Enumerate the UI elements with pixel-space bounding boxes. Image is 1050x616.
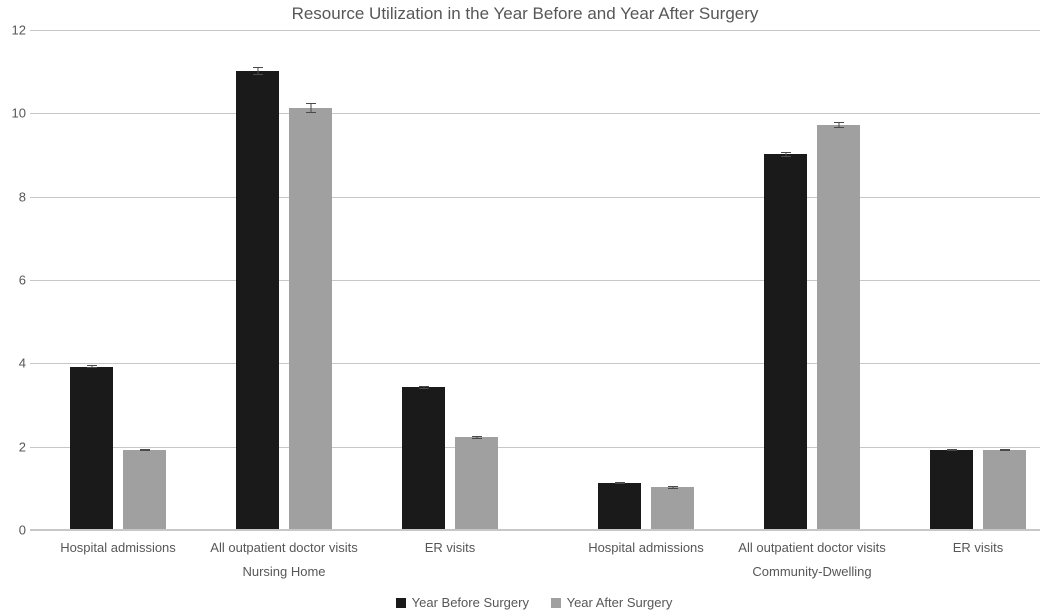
legend: Year Before Surgery Year After Surgery	[0, 594, 1050, 610]
error-bar	[781, 152, 791, 157]
gridline	[30, 197, 1040, 198]
y-tick-label: 6	[4, 273, 26, 288]
error-bar	[615, 482, 625, 485]
error-bar	[472, 436, 482, 439]
error-bar	[947, 449, 957, 452]
category-label: All outpatient doctor visits	[727, 540, 897, 555]
y-tick-label: 12	[4, 23, 26, 38]
legend-swatch-before	[396, 598, 406, 608]
bar	[70, 367, 113, 530]
chart-title: Resource Utilization in the Year Before …	[0, 4, 1050, 24]
bar	[983, 450, 1026, 529]
y-tick-label: 2	[4, 439, 26, 454]
gridline	[30, 30, 1040, 31]
category-label: Hospital admissions	[33, 540, 203, 555]
super-group-label: Community-Dwelling	[662, 564, 962, 579]
bar	[123, 450, 166, 529]
error-bar	[1000, 449, 1010, 452]
bar	[764, 154, 807, 529]
legend-swatch-after	[551, 598, 561, 608]
bar	[930, 450, 973, 529]
legend-label-after: Year After Surgery	[567, 595, 673, 610]
plot-area	[30, 30, 1040, 530]
bar	[598, 483, 641, 529]
gridline	[30, 280, 1040, 281]
gridline	[30, 530, 1040, 531]
error-bar	[419, 386, 429, 389]
gridline	[30, 363, 1040, 364]
bar	[289, 108, 332, 529]
bar	[817, 125, 860, 529]
y-tick-label: 10	[4, 106, 26, 121]
legend-label-before: Year Before Surgery	[412, 595, 529, 610]
gridline	[30, 447, 1040, 448]
bar	[651, 487, 694, 529]
error-bar	[253, 67, 263, 75]
category-label: All outpatient doctor visits	[199, 540, 369, 555]
error-bar	[834, 122, 844, 129]
error-bar	[668, 486, 678, 489]
category-label: ER visits	[365, 540, 535, 555]
bar	[402, 387, 445, 529]
error-bar	[87, 365, 97, 368]
error-bar	[306, 103, 316, 113]
bar	[236, 71, 279, 529]
super-group-label: Nursing Home	[134, 564, 434, 579]
category-label: ER visits	[893, 540, 1050, 555]
y-tick-label: 4	[4, 356, 26, 371]
bar	[455, 437, 498, 529]
y-tick-label: 0	[4, 523, 26, 538]
category-label: Hospital admissions	[561, 540, 731, 555]
gridline	[30, 113, 1040, 114]
error-bar	[140, 449, 150, 452]
y-tick-label: 8	[4, 189, 26, 204]
